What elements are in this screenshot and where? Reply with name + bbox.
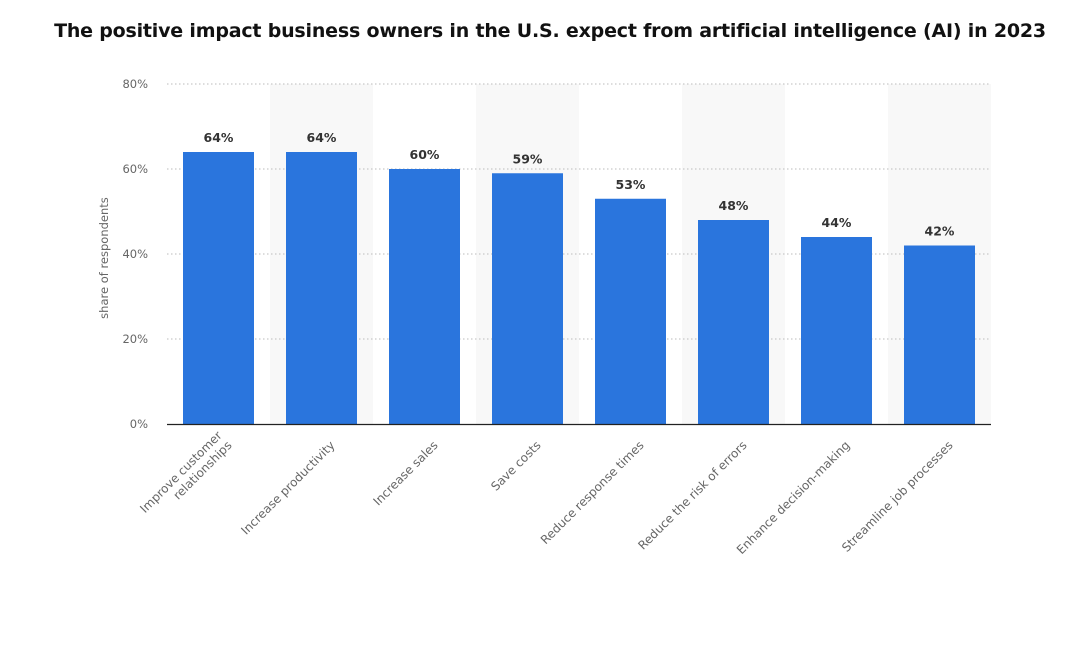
chart-title: The positive impact business owners in t… [54,20,1046,42]
y-tick-label-0: 0% [130,417,148,431]
y-tick-label-40: 40% [122,247,148,261]
y-tick-label-80: 80% [122,77,148,91]
x-tick-label-3: Save costs [488,438,543,493]
x-tick-label-line: Enhance decision-making [734,438,853,557]
data-label-0: 64% [204,130,234,145]
data-label-3: 59% [513,151,543,166]
x-tick-label-7: Streamline job processes [839,438,955,554]
bar-3 [492,173,563,424]
data-label-2: 60% [410,147,440,162]
bar-0 [183,152,254,424]
data-labels: 64% 64% 60% 59% 53% 48% 44% 42% [204,130,955,239]
x-tick-label-4: Reduce response times [538,438,647,547]
data-label-5: 48% [719,198,749,213]
bar-6 [801,237,872,424]
data-label-7: 42% [925,224,955,239]
bar-5 [698,220,769,424]
x-axis-category-labels: Improve customerrelationships Increase pr… [137,428,955,557]
x-tick-label-line: Streamline job processes [839,438,955,554]
x-tick-label-2: Increase sales [370,438,440,508]
bar-2 [389,169,460,424]
x-tick-label-1: Increase productivity [238,438,337,537]
x-tick-label-5: Reduce the risk of errors [635,438,749,552]
x-tick-label-line: Save costs [488,438,543,493]
x-tick-label-line: Increase productivity [238,438,337,537]
x-tick-label-line: Improve customer [137,428,224,515]
x-tick-label-line: Increase sales [370,438,440,508]
bar-4 [595,198,666,424]
data-label-6: 44% [822,215,852,230]
x-tick-label-line: Reduce the risk of errors [635,438,749,552]
y-tick-label-20: 20% [122,332,148,346]
bar-1 [286,152,357,424]
y-axis-tick-labels: 0% 20% 40% 60% 80% [122,77,148,431]
data-label-4: 53% [616,177,646,192]
y-axis-title: share of respondents [97,197,111,319]
bars [183,152,975,424]
bar-7 [904,245,975,424]
x-tick-label-0: Improve customerrelationships [137,428,234,525]
y-tick-label-60: 60% [122,162,148,176]
x-tick-label-line: Reduce response times [538,438,647,547]
x-tick-label-6: Enhance decision-making [734,438,853,557]
data-label-1: 64% [307,130,337,145]
